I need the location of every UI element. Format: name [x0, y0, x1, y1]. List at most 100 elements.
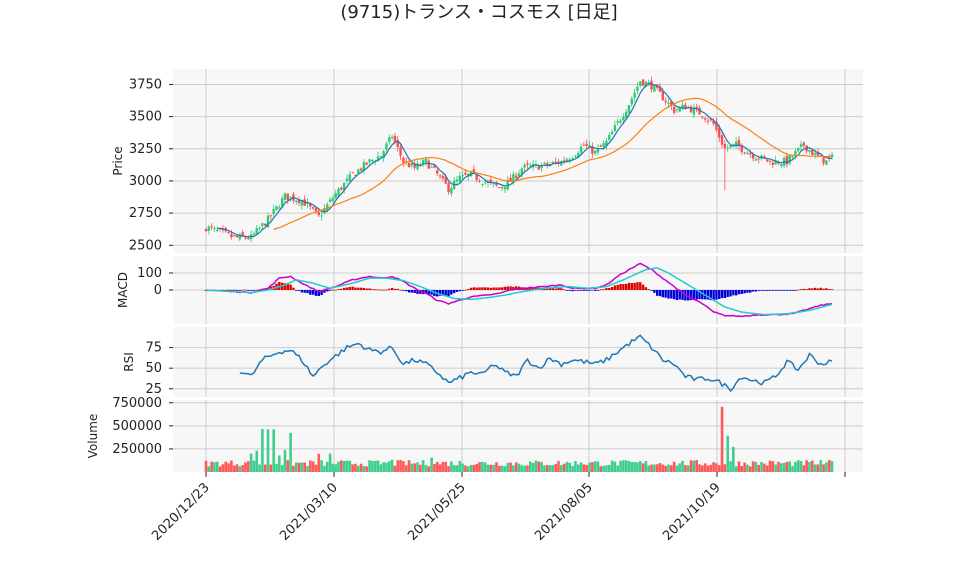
macd-histogram-bar	[664, 290, 667, 298]
candle-body	[430, 166, 433, 168]
macd-histogram-bar	[608, 287, 611, 290]
volume-bar	[235, 464, 239, 472]
candle-body	[703, 118, 707, 120]
volume-bar	[565, 461, 569, 472]
volume-bar	[681, 460, 684, 472]
macd-histogram-bar	[593, 290, 597, 291]
volume-bar	[610, 460, 614, 472]
volume-bar	[340, 460, 343, 472]
macd-histogram-bar	[309, 290, 312, 295]
candle-body	[385, 143, 388, 150]
y-tick-label: 100	[137, 266, 162, 281]
macd-histogram-bar	[591, 289, 594, 291]
volume-bar	[503, 466, 507, 472]
macd-histogram-bar	[644, 287, 648, 290]
macd-histogram-bar	[568, 290, 571, 291]
macd-histogram-bar	[754, 290, 758, 292]
candle-body	[515, 175, 518, 179]
macd-histogram-bar	[357, 287, 360, 290]
macd-histogram-bar	[771, 290, 775, 291]
candle-body	[340, 187, 343, 190]
volume-bar	[641, 463, 645, 472]
chart-title: (9715)トランス・コスモス [日足]	[340, 2, 617, 23]
volume-bar	[424, 465, 428, 472]
rsi-panel-bg	[173, 327, 863, 397]
volume-bar	[306, 465, 309, 472]
candle-body	[348, 174, 352, 181]
candle-body	[354, 174, 357, 176]
macd-histogram-bar	[498, 287, 501, 290]
macd-histogram-bar	[653, 290, 656, 293]
volume-bar	[475, 463, 479, 472]
volume-bar	[371, 461, 374, 472]
volume-bar	[410, 463, 414, 472]
y-tick-label: 500000	[112, 419, 162, 434]
macd-histogram-bar	[244, 289, 247, 291]
candle-body	[780, 163, 783, 167]
y-tick-label: 75	[145, 341, 162, 356]
macd-histogram-bar	[481, 287, 484, 290]
macd-histogram-bar	[396, 288, 399, 290]
macd-histogram-bar	[794, 290, 797, 291]
volume-bar	[317, 453, 321, 472]
volume-bar	[545, 465, 549, 472]
candle-body	[706, 120, 710, 122]
volume-bar	[348, 460, 352, 472]
candle-body	[481, 183, 484, 185]
macd-histogram-bar	[585, 290, 588, 291]
volume-bar	[720, 406, 724, 472]
candle-body	[825, 160, 828, 165]
macd-histogram-bar	[599, 289, 602, 291]
volume-bar	[763, 463, 766, 472]
macd-histogram-bar	[295, 290, 298, 291]
macd-histogram-bar	[813, 287, 817, 290]
macd-histogram-bar	[227, 289, 230, 291]
macd-histogram-bar	[368, 288, 371, 290]
macd-histogram-bar	[388, 288, 391, 290]
volume-bar	[255, 450, 259, 472]
candle-body	[546, 163, 549, 166]
volume-bar	[427, 466, 431, 472]
candle-body	[295, 200, 298, 203]
macd-histogram-bar	[751, 290, 755, 292]
macd-histogram-bar	[444, 290, 447, 297]
candle-body	[689, 106, 693, 113]
macd-histogram-bar	[633, 282, 636, 290]
candle-body	[390, 137, 394, 139]
candle-body	[458, 176, 461, 182]
macd-histogram-bar	[797, 289, 800, 291]
candle-body	[619, 120, 622, 123]
macd-histogram-bar	[303, 290, 306, 293]
candle-body	[396, 139, 399, 148]
candle-body	[667, 102, 670, 104]
volume-bar	[661, 464, 665, 472]
volume-bar	[698, 464, 701, 472]
volume-bar	[805, 460, 808, 472]
candle-body	[653, 85, 656, 92]
macd-histogram-bar	[732, 290, 735, 296]
volume-bar	[540, 461, 543, 472]
candle-body	[241, 232, 244, 237]
rsi-line	[239, 334, 833, 393]
macd-histogram-bar	[374, 289, 377, 291]
candle-body	[543, 162, 546, 164]
volume-bar	[263, 464, 267, 472]
candle-body	[692, 107, 696, 115]
volume-bar	[247, 461, 250, 472]
candle-body	[816, 151, 820, 156]
volume-bar	[303, 462, 306, 472]
volume-bar	[300, 462, 304, 472]
volume-bar	[258, 464, 261, 472]
candle-body	[300, 200, 304, 206]
candle-body	[345, 178, 349, 181]
volume-bar	[314, 464, 318, 472]
y-tick-label: 2500	[129, 238, 162, 253]
macd-histogram-bar	[811, 288, 814, 290]
macd-histogram-bar	[317, 290, 320, 297]
volume-bar	[354, 463, 357, 472]
volume-bar	[278, 455, 281, 472]
candle-body	[813, 153, 817, 155]
macd-histogram-bar	[405, 290, 408, 292]
volume-bar	[734, 466, 738, 472]
volume-bar	[703, 463, 707, 472]
